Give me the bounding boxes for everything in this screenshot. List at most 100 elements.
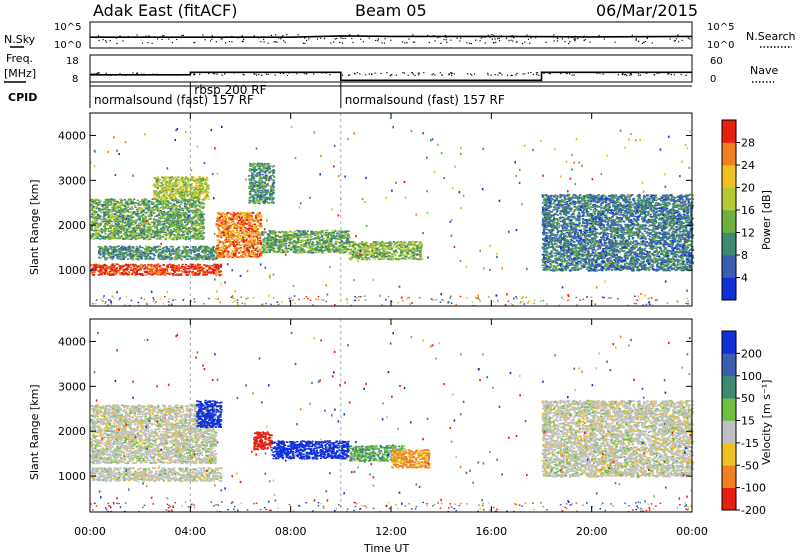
noise-right-tick-top: 10^5 xyxy=(707,22,734,33)
nave-dot xyxy=(390,75,391,76)
nave-dot xyxy=(495,74,496,75)
nave-dot xyxy=(569,73,570,74)
noise-search-dot xyxy=(511,40,512,41)
heatmap-cell xyxy=(139,256,141,258)
nave-dot xyxy=(454,73,455,74)
heatmap-cell xyxy=(199,270,201,272)
noise-search-dot xyxy=(353,42,354,43)
nave-dot xyxy=(141,74,142,75)
noise-search-dot xyxy=(154,37,155,38)
noise-left-label: N.Sky xyxy=(4,33,36,46)
heatmap-cell xyxy=(172,265,174,267)
noise-search-dot xyxy=(390,40,391,41)
nave-dot xyxy=(342,75,343,76)
heatmap-cell xyxy=(205,265,207,267)
freq-right-label: Nave xyxy=(750,64,778,77)
nave-dot xyxy=(157,74,158,75)
freq-left-label-1: Freq. xyxy=(6,52,33,65)
heatmap-cell xyxy=(175,268,177,270)
nave-dot xyxy=(573,75,574,76)
heatmap-cell xyxy=(216,267,218,269)
noise-search-dot xyxy=(522,43,523,44)
noise-search-dot xyxy=(306,40,307,41)
nave-dot xyxy=(467,73,468,74)
heatmap-cell xyxy=(212,257,214,259)
heatmap-cell xyxy=(128,272,130,274)
heatmap-cell xyxy=(196,248,198,250)
noise-series xyxy=(90,34,692,44)
heatmap-cell xyxy=(118,248,120,250)
heatmap-cell xyxy=(122,255,124,257)
noise-search-dot xyxy=(148,35,149,36)
nave-dot xyxy=(501,74,502,75)
heatmap-cell xyxy=(205,257,207,259)
noise-search-dot xyxy=(183,35,184,36)
noise-search-dot xyxy=(678,41,679,42)
noise-search-dot xyxy=(583,37,584,38)
noise-search-dot xyxy=(445,35,446,36)
heatmap-cell xyxy=(151,248,153,250)
heatmap-cell xyxy=(177,270,179,272)
nave-dot xyxy=(199,74,200,75)
noise-search-dot xyxy=(636,40,637,41)
heatmap-cell xyxy=(212,272,214,274)
nave-dot xyxy=(530,72,531,73)
nave-dot xyxy=(630,72,631,73)
heatmap-cell xyxy=(125,272,127,274)
noise-search-dot xyxy=(298,34,299,35)
heatmap-cell xyxy=(185,264,187,266)
noise-search-dot xyxy=(222,38,223,39)
heatmap-cell xyxy=(169,252,171,254)
noise-search-dot xyxy=(404,42,405,43)
heatmap-cell xyxy=(126,254,128,256)
noise-search-dot xyxy=(162,39,163,40)
heatmap-cell xyxy=(170,251,172,253)
nave-dot xyxy=(96,73,97,74)
heatmap-cell xyxy=(142,247,144,249)
heatmap-cell xyxy=(141,252,143,254)
noise-search-dot xyxy=(176,39,177,40)
heatmap-cell xyxy=(104,259,106,261)
heatmap-cell xyxy=(194,272,196,274)
noise-search-dot xyxy=(345,38,346,39)
nave-dot xyxy=(522,73,523,74)
noise-search-dot xyxy=(212,35,213,36)
nave-dot xyxy=(396,75,397,76)
heatmap-cell xyxy=(160,270,162,272)
heatmap-cell xyxy=(138,258,140,260)
noise-search-dot xyxy=(575,38,576,39)
heatmap-cell xyxy=(107,257,109,259)
heatmap-cell xyxy=(121,266,123,268)
noise-search-dot xyxy=(529,43,530,44)
nave-dot xyxy=(329,74,330,75)
heatmap-cell xyxy=(170,246,172,248)
nave-dot xyxy=(638,73,639,74)
noise-search-dot xyxy=(569,41,570,42)
nave-dot xyxy=(471,75,472,76)
heatmap-cell xyxy=(130,264,132,266)
noise-search-dot xyxy=(384,43,385,44)
heatmap-cell xyxy=(136,248,138,250)
heatmap-cell xyxy=(208,267,210,269)
heatmap-cell xyxy=(126,273,128,275)
heatmap-cell xyxy=(211,254,213,256)
nave-dot xyxy=(470,74,471,75)
nave-dot xyxy=(348,75,349,76)
heatmap-cell xyxy=(144,248,146,250)
noise-search-dot xyxy=(688,38,689,39)
noise-search-dot xyxy=(408,39,409,40)
heatmap-cell xyxy=(106,272,108,274)
noise-search-dot xyxy=(216,41,217,42)
noise-search-dot xyxy=(677,34,678,35)
noise-search-dot xyxy=(577,38,578,39)
noise-search-dot xyxy=(285,42,286,43)
noise-search-dot xyxy=(689,38,690,39)
heatmap-cell xyxy=(186,274,188,276)
heatmap-cell xyxy=(138,269,140,271)
nave-dot xyxy=(208,73,209,74)
heatmap-cell xyxy=(177,254,179,256)
nave-dot xyxy=(134,74,135,75)
noise-search-dot xyxy=(317,39,318,40)
heatmap-cell xyxy=(120,250,122,252)
heatmap-cell xyxy=(144,253,146,255)
